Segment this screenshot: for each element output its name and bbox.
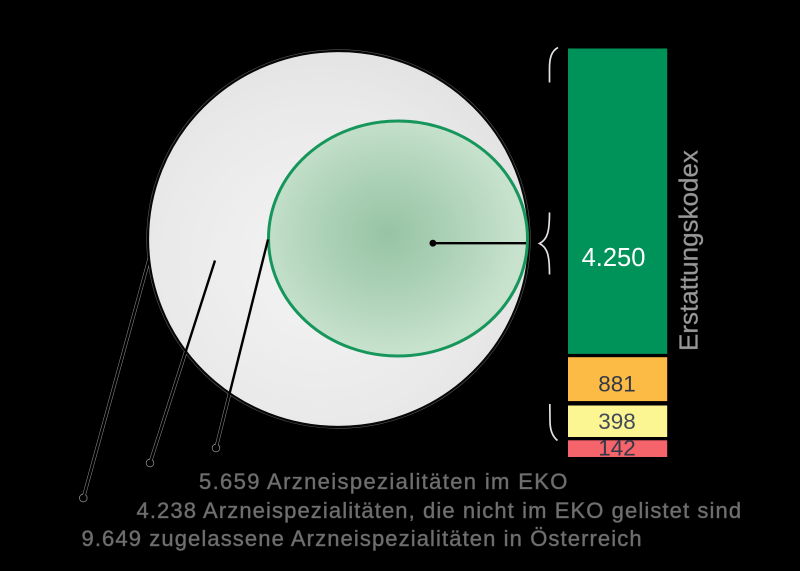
svg-text:4.250: 4.250	[582, 244, 646, 272]
svg-text:4.238 Arzneispezialitäten, die: 4.238 Arzneispezialitäten, die nicht im …	[137, 498, 743, 523]
svg-text:5.659 Arzneispezialitäten im E: 5.659 Arzneispezialitäten im EKO	[199, 469, 569, 494]
svg-text:142: 142	[598, 435, 636, 460]
svg-text:398: 398	[598, 409, 636, 434]
svg-text:881: 881	[598, 372, 636, 397]
svg-text:Erstattungskodex: Erstattungskodex	[674, 150, 704, 351]
svg-text:9.649 zugelassene Arzneispezia: 9.649 zugelassene Arzneispezialitäten in…	[82, 526, 643, 551]
